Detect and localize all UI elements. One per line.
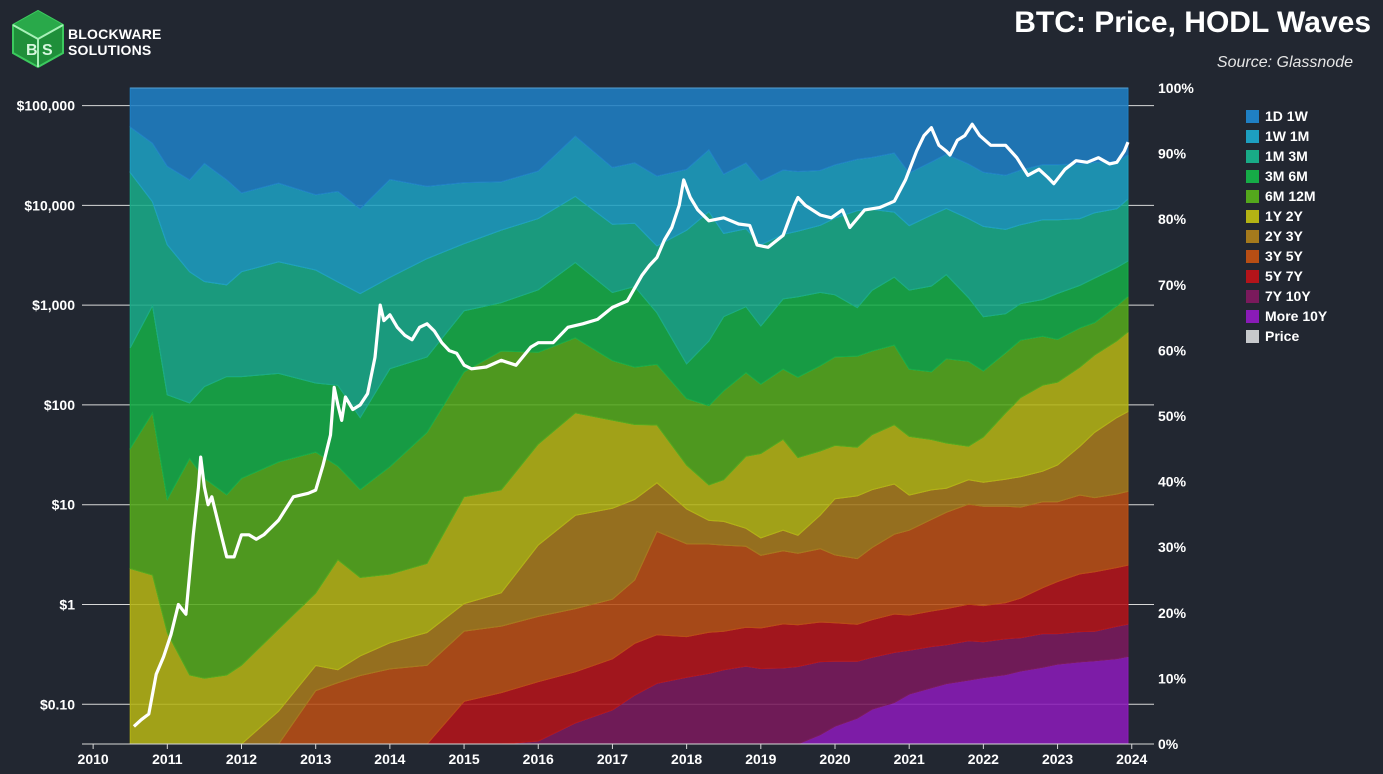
cube-icon: B S [12, 9, 64, 69]
x-tick-label: 2013 [300, 751, 331, 767]
legend-swatch [1246, 149, 1259, 163]
x-tick-label: 2020 [819, 751, 850, 767]
legend-item: 6M 12M [1246, 186, 1327, 206]
y-tick-label-right: 70% [1158, 277, 1187, 293]
x-tick-label: 2023 [1042, 751, 1073, 767]
y-tick-label-right: 30% [1158, 539, 1187, 555]
legend-label: 3Y 5Y [1265, 248, 1303, 264]
y-tick-label-right: 90% [1158, 146, 1187, 162]
legend-item: 5Y 7Y [1246, 266, 1327, 286]
x-tick-label: 2011 [152, 751, 183, 767]
legend-label: 3M 6M [1265, 168, 1308, 184]
legend-swatch [1246, 249, 1259, 263]
legend-item: More 10Y [1246, 306, 1327, 326]
legend-swatch [1246, 309, 1259, 323]
y-tick-label-left: $100,000 [17, 98, 76, 114]
y-tick-label-left: $10,000 [24, 197, 75, 213]
legend-swatch [1246, 289, 1259, 303]
y-tick-label-right: 10% [1158, 670, 1187, 686]
legend-label: 5Y 7Y [1265, 268, 1303, 284]
y-tick-label-left: $1 [59, 597, 75, 613]
legend-label: Price [1265, 328, 1300, 344]
x-tick-label: 2012 [226, 751, 257, 767]
legend-label: 1D 1W [1265, 108, 1308, 124]
y-tick-label-right: 20% [1158, 605, 1187, 621]
blockware-logo: B S [12, 9, 64, 69]
legend-item: 1Y 2Y [1246, 206, 1327, 226]
x-tick-label: 2021 [894, 751, 925, 767]
price-line [132, 122, 1130, 728]
legend-item: 1W 1M [1246, 126, 1327, 146]
y-tick-label-right: 100% [1158, 80, 1194, 96]
legend-label: 7Y 10Y [1265, 288, 1311, 304]
legend-item: 7Y 10Y [1246, 286, 1327, 306]
x-tick-label: 2018 [671, 751, 702, 767]
y-tick-label-right: 0% [1158, 736, 1179, 752]
wave-1d-1w [129, 87, 1129, 210]
legend-swatch [1246, 129, 1259, 143]
x-tick-label: 2017 [597, 751, 628, 767]
x-tick-label: 2014 [374, 751, 405, 767]
x-tick-label: 2019 [745, 751, 776, 767]
y-tick-label-left: $1,000 [32, 297, 75, 313]
price-line-layer [132, 122, 1130, 728]
legend-swatch [1246, 229, 1259, 243]
x-tick-label: 2022 [968, 751, 999, 767]
y-tick-label-left: $10 [52, 497, 76, 513]
legend-label: 6M 12M [1265, 188, 1316, 204]
x-tick-label: 2015 [448, 751, 479, 767]
x-tick-label: 2024 [1116, 751, 1147, 767]
x-tick-label: 2010 [78, 751, 109, 767]
svg-text:S: S [42, 42, 53, 59]
legend-label: 1W 1M [1265, 128, 1310, 144]
axes: $0.10 $1 $10 $100 $1,000 $10,000 $100,000 0% 10%… [17, 80, 1195, 767]
chart-source: Source: Glassnode [1216, 54, 1353, 71]
hodl-wave-areas [129, 87, 1129, 745]
legend-item: Price [1246, 326, 1327, 346]
legend-item: 3M 6M [1246, 166, 1327, 186]
legend-label: 1M 3M [1265, 148, 1308, 164]
legend-item: 1D 1W [1246, 106, 1327, 126]
legend-swatch [1246, 209, 1259, 223]
legend-item: 1M 3M [1246, 146, 1327, 166]
legend-label: 2Y 3Y [1265, 228, 1303, 244]
y-tick-label-left: $0.10 [40, 696, 75, 712]
y-tick-label-right: 50% [1158, 408, 1187, 424]
legend-swatch [1246, 109, 1259, 123]
y-tick-label-right: 60% [1158, 342, 1187, 358]
y-tick-label-right: 40% [1158, 474, 1187, 490]
x-tick-label: 2016 [523, 751, 554, 767]
y-tick-label-left: $100 [44, 397, 75, 413]
brand-name-line2: SOLUTIONS [68, 42, 152, 58]
legend-swatch [1246, 189, 1259, 203]
legend-item: 3Y 5Y [1246, 246, 1327, 266]
legend-swatch [1246, 269, 1259, 283]
legend-swatch [1246, 169, 1259, 183]
legend-label: More 10Y [1265, 308, 1328, 324]
chart-legend: 1D 1W 1W 1M 1M 3M 3M 6M 6M 12M 1Y 2Y 2Y 3Y 3Y 5… [1246, 106, 1327, 346]
legend-label: 1Y 2Y [1265, 208, 1303, 224]
svg-text:B: B [26, 42, 38, 59]
y-tick-label-right: 80% [1158, 211, 1187, 227]
chart-title: BTC: Price, HODL Waves [1014, 6, 1371, 39]
brand-name-line1: BLOCKWARE [68, 26, 162, 42]
legend-item: 2Y 3Y [1246, 226, 1327, 246]
legend-swatch [1246, 329, 1259, 343]
